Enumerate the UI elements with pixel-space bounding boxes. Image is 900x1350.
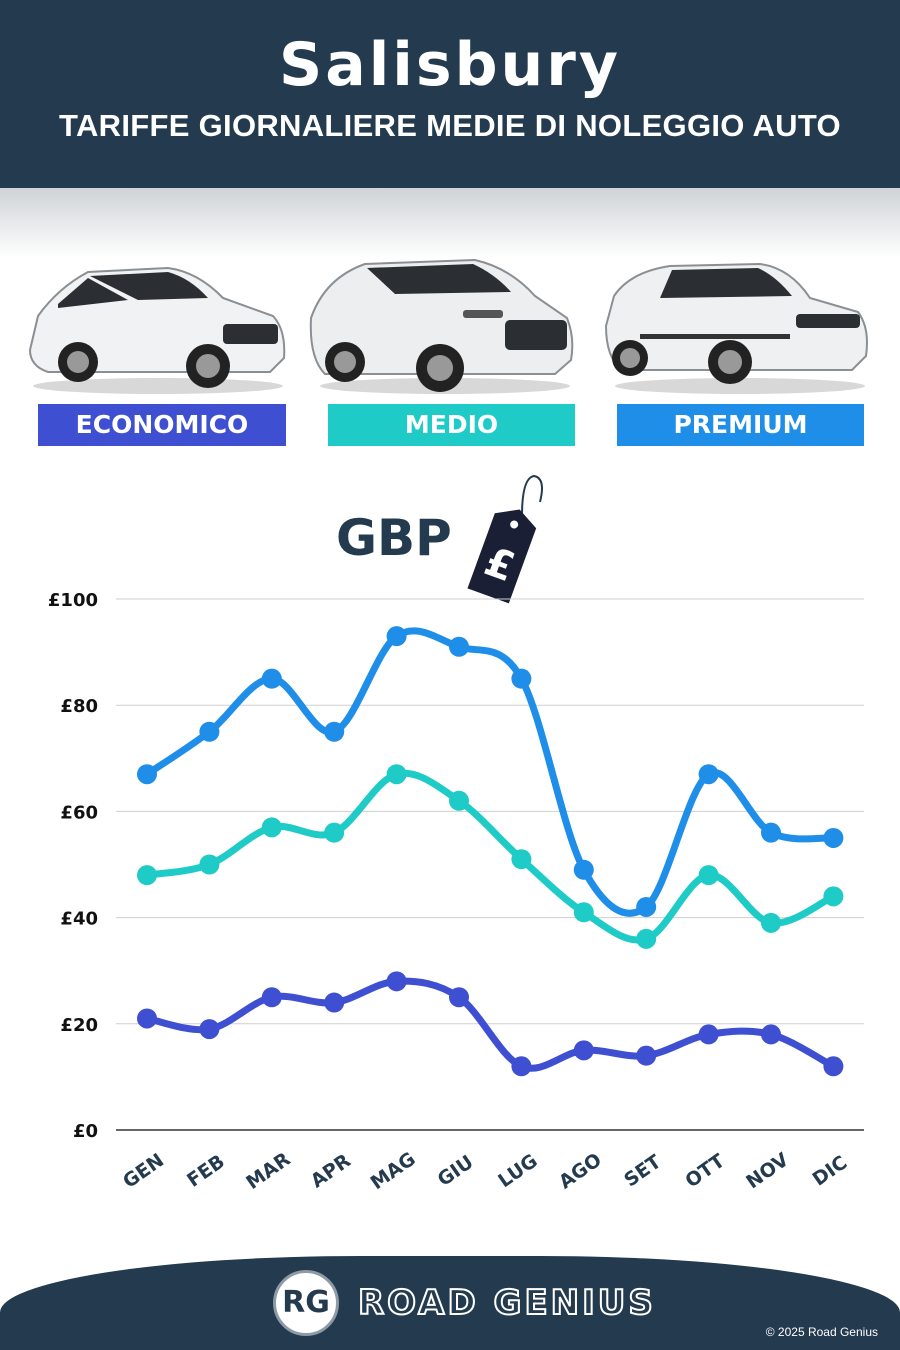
data-point-medio xyxy=(823,886,844,907)
data-point-premium xyxy=(261,668,282,689)
badge-medio-label: MEDIO xyxy=(404,410,499,439)
suv-car-icon xyxy=(305,258,575,398)
page-title: Salisbury xyxy=(279,30,621,100)
x-tick-label: NOV xyxy=(742,1149,793,1194)
data-point-premium xyxy=(823,827,844,848)
badge-economico: ECONOMICO xyxy=(38,404,286,446)
data-point-medio xyxy=(698,865,719,886)
data-point-medio xyxy=(449,790,469,811)
data-point-premium xyxy=(636,896,657,917)
y-tick-label: £0 xyxy=(73,1121,98,1142)
line-chart: £0 £20 £40 £60 £80 £100 GEN FEB MAR APR MAG GIU LUG A… xyxy=(0,580,900,1220)
data-point-premium xyxy=(324,721,345,742)
logo-initials: RG xyxy=(282,1285,330,1320)
x-tick-label: MAG xyxy=(367,1148,420,1194)
badge-premium-label: PREMIUM xyxy=(673,410,808,439)
x-tick-label: LUG xyxy=(494,1150,541,1192)
data-point-economico xyxy=(761,1024,781,1045)
x-tick-label: DIC xyxy=(809,1152,852,1191)
data-point-medio xyxy=(137,865,157,886)
data-point-medio xyxy=(261,817,282,838)
x-tick-label: APR xyxy=(307,1149,355,1192)
data-point-economico xyxy=(823,1056,844,1077)
data-point-premium xyxy=(137,764,157,785)
data-point-economico xyxy=(698,1024,719,1045)
y-tick-label: £80 xyxy=(60,696,98,717)
road-genius-logo: RG xyxy=(273,1270,339,1336)
currency-label: GBP xyxy=(336,509,452,567)
x-tick-label: SET xyxy=(620,1151,665,1192)
copyright-text: © 2025 Road Genius xyxy=(765,1325,878,1339)
data-point-economico xyxy=(573,1040,594,1061)
data-point-economico xyxy=(386,971,407,992)
data-point-economico xyxy=(449,987,469,1008)
data-point-economico xyxy=(511,1056,532,1077)
header-banner: Salisbury TARIFFE GIORNALIERE MEDIE DI N… xyxy=(0,0,900,188)
data-point-premium xyxy=(386,626,407,647)
y-tick-label: £20 xyxy=(60,1015,98,1036)
y-tick-label: £40 xyxy=(60,909,98,930)
x-tick-label: MAR xyxy=(242,1148,294,1194)
header-shadow xyxy=(0,188,900,258)
data-point-medio xyxy=(386,764,407,785)
y-tick-label: £100 xyxy=(48,590,98,611)
data-point-economico xyxy=(636,1045,657,1066)
data-point-medio xyxy=(636,928,657,949)
data-point-medio xyxy=(761,912,781,933)
y-tick-label: £60 xyxy=(60,802,98,823)
data-point-economico xyxy=(199,1019,220,1040)
data-point-premium xyxy=(573,859,594,880)
page-subtitle: TARIFFE GIORNALIERE MEDIE DI NOLEGGIO AU… xyxy=(59,108,841,143)
data-point-medio xyxy=(199,854,220,875)
data-point-premium xyxy=(698,764,719,785)
data-point-medio xyxy=(573,902,594,923)
x-tick-label: OTT xyxy=(681,1150,728,1192)
series-line-economico xyxy=(143,977,837,1072)
data-point-economico xyxy=(261,987,282,1008)
data-point-economico xyxy=(137,1008,157,1029)
luxury-suv-car-icon xyxy=(600,258,870,398)
data-point-premium xyxy=(449,636,469,657)
badge-medio: MEDIO xyxy=(328,404,575,446)
data-point-medio xyxy=(511,849,532,870)
footer-banner xyxy=(0,1256,900,1350)
series-line-medio xyxy=(143,769,837,944)
x-tick-label: FEB xyxy=(183,1150,229,1191)
badge-economico-label: ECONOMICO xyxy=(75,410,249,439)
x-tick-label: GIU xyxy=(434,1151,478,1191)
badge-premium: PREMIUM xyxy=(617,404,864,446)
data-point-medio xyxy=(324,822,345,843)
price-tag-icon: £ xyxy=(452,470,552,606)
data-point-premium xyxy=(199,721,220,742)
x-tick-label: AGO xyxy=(555,1149,606,1194)
data-point-premium xyxy=(761,822,781,843)
x-tick-label: GEN xyxy=(119,1149,168,1193)
brand-name: ROAD GENIUS xyxy=(357,1282,656,1324)
data-point-premium xyxy=(511,668,532,689)
series-line-premium xyxy=(143,627,837,917)
chart-canvas: £0 £20 £40 £60 £80 £100 GEN FEB MAR APR MAG GIU LUG A… xyxy=(48,590,864,1194)
hatchback-car-icon xyxy=(18,258,288,398)
data-point-economico xyxy=(324,992,345,1013)
